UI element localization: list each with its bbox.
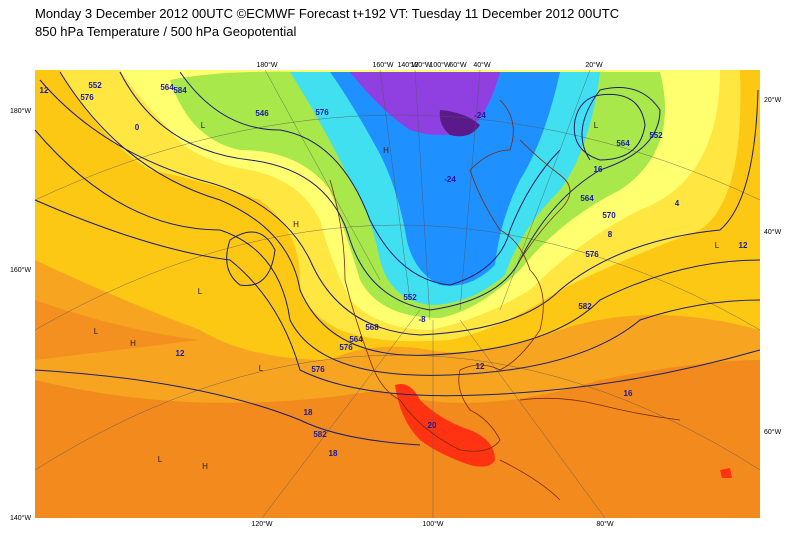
contour-label: 576 [339, 343, 353, 352]
right-lat-label: 40°W [764, 228, 782, 236]
pressure-mark: L [198, 287, 203, 296]
contour-label: 564 [349, 335, 363, 344]
contour-label: 584 [173, 86, 187, 95]
left-lat-label: 160°W [10, 266, 31, 274]
top-lon-label: 20°W [585, 61, 603, 69]
top-lon-label: 100°W [429, 61, 450, 69]
pressure-mark: H [383, 146, 389, 155]
pressure-mark: L [201, 121, 206, 130]
contour-label: -24 [474, 111, 486, 120]
contour-label: 552 [403, 293, 417, 302]
right-lat-label: 20°W [764, 96, 782, 104]
pressure-mark: H [202, 462, 208, 471]
top-lon-label: 140°W [397, 61, 418, 69]
header-line1: Monday 3 December 2012 00UTC ©ECMWF Fore… [35, 6, 619, 21]
pressure-mark: L [158, 455, 163, 464]
contour-label: 564 [580, 194, 594, 203]
contour-label: 20 [428, 421, 437, 430]
pressure-mark: L [259, 364, 264, 373]
coastlines [329, 99, 681, 501]
top-lon-label: 180°W [256, 61, 277, 69]
contour-label: 582 [578, 302, 592, 311]
contour-label: 582 [313, 430, 327, 439]
graticule [34, 69, 761, 519]
contour-label: -8 [418, 315, 426, 324]
contour-label: 552 [88, 81, 102, 90]
contour-label: 16 [624, 389, 633, 398]
contour-label: 12 [40, 86, 49, 95]
pressure-mark: L [715, 241, 720, 250]
top-lon-label: 160°W [372, 61, 393, 69]
contour-label: 576 [315, 108, 329, 117]
bottom-lon-label: 100°W [422, 520, 443, 528]
contour-label: 0 [135, 123, 140, 132]
contour-label: 18 [329, 449, 338, 458]
contour-label: 4 [675, 199, 680, 208]
contour-label: 570 [602, 211, 616, 220]
contour-label: 16 [594, 165, 603, 174]
right-lat-label: 60°W [764, 428, 782, 436]
pressure-mark: L [594, 121, 599, 130]
contour-label: 12 [476, 362, 485, 371]
top-lon-label: 60°W [449, 61, 467, 69]
bottom-lon-label: 120°W [251, 520, 272, 528]
contour-label: 576 [80, 93, 94, 102]
header-line2: 850 hPa Temperature / 500 hPa Geopotenti… [35, 24, 297, 39]
contour-label: 8 [608, 230, 613, 239]
geopotential-contours [34, 71, 761, 446]
left-lat-label: 140°W [10, 514, 31, 522]
pressure-mark: L [94, 327, 99, 336]
contour-label: 568 [365, 323, 379, 332]
contour-label: -24 [444, 175, 456, 184]
contour-label: 552 [649, 131, 663, 140]
contour-label: 564 [616, 139, 630, 148]
contour-label: 576 [311, 365, 325, 374]
contour-label: 576 [585, 250, 599, 259]
contour-label: 564 [160, 83, 174, 92]
top-lon-label: 40°W [473, 61, 491, 69]
left-lat-label: 180°W [10, 107, 31, 115]
contour-label: 12 [739, 241, 748, 250]
map-field [35, 70, 760, 518]
contour-label: 18 [304, 408, 313, 417]
pressure-mark: H [130, 339, 136, 348]
contour-label: 12 [176, 349, 185, 358]
top-lon-label: 120°W [410, 61, 431, 69]
bottom-lon-label: 80°W [596, 520, 614, 528]
contour-label: 546 [255, 109, 269, 118]
pressure-mark: H [293, 220, 299, 229]
